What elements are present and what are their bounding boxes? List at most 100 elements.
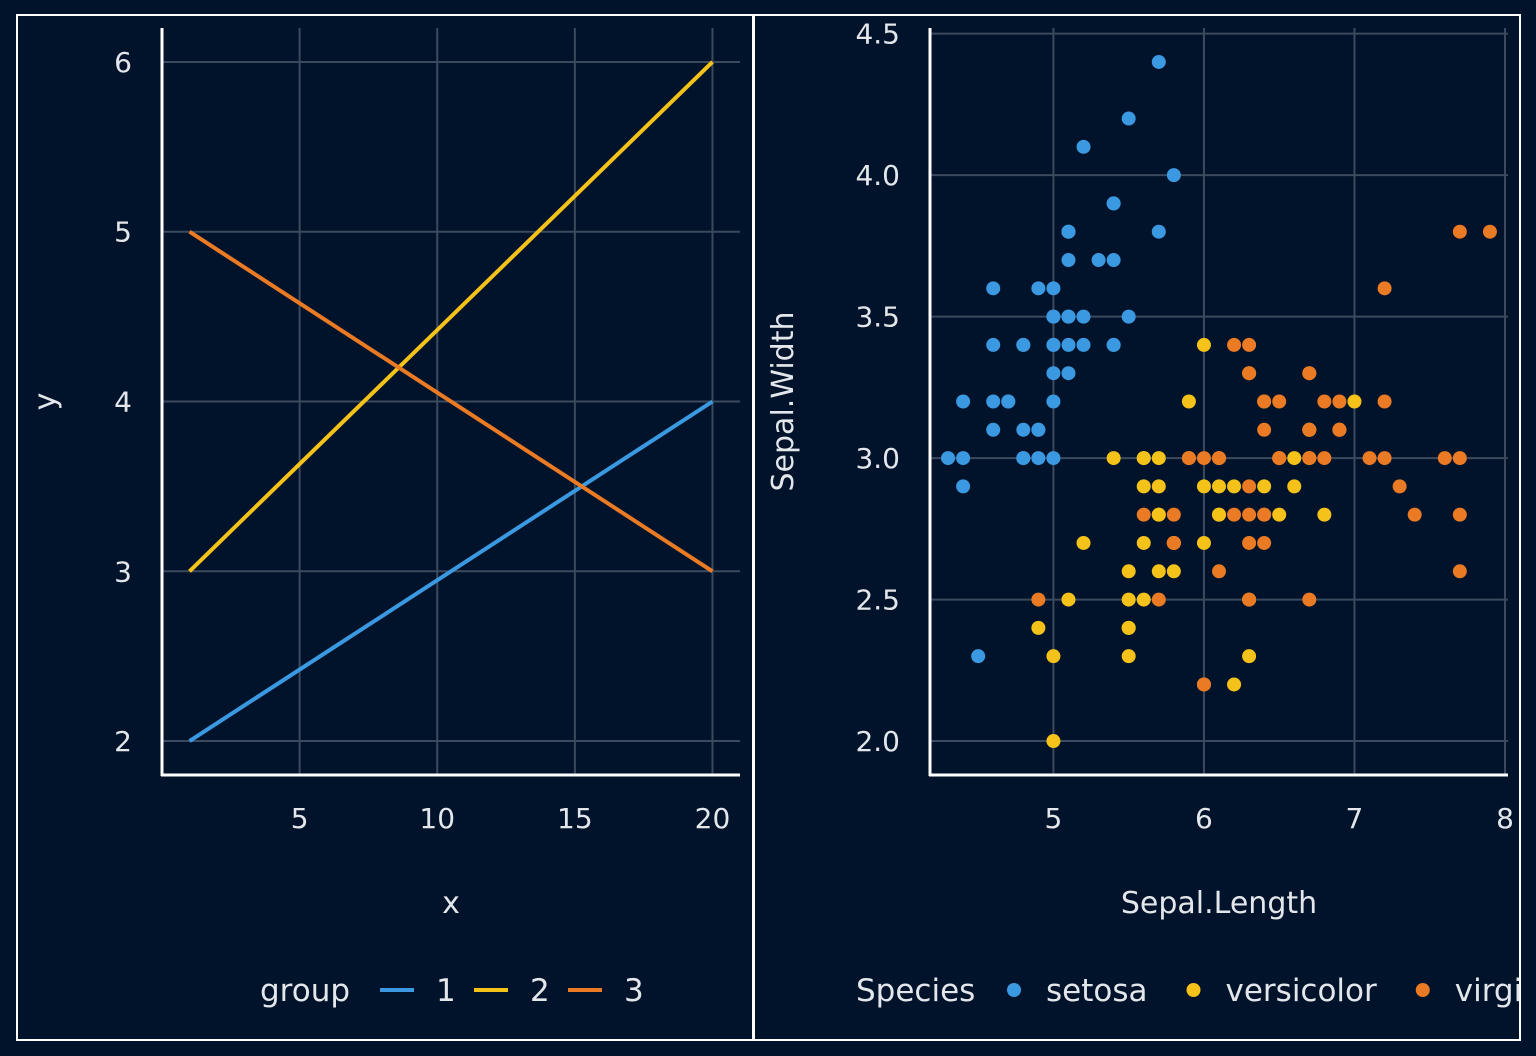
point-virginica <box>1257 422 1272 437</box>
point-versicolor <box>1151 507 1166 522</box>
point-virginica <box>1212 451 1226 466</box>
point-versicolor <box>1121 592 1136 607</box>
y-tick-label: 3.5 <box>855 301 900 334</box>
point-setosa <box>1151 54 1166 69</box>
legend-title: Species <box>856 973 975 1009</box>
point-virginica <box>1242 507 1257 522</box>
point-versicolor <box>1151 479 1166 494</box>
point-virginica <box>1377 394 1392 409</box>
point-versicolor <box>1166 564 1181 579</box>
point-virginica <box>1437 451 1452 466</box>
x-tick-label: 7 <box>1346 802 1364 835</box>
point-virginica <box>1302 592 1317 607</box>
point-versicolor <box>1287 451 1302 466</box>
x-tick-label: 6 <box>1195 802 1213 835</box>
point-virginica <box>1257 507 1272 522</box>
legend-key-virginica <box>1415 983 1430 997</box>
point-setosa <box>1046 366 1061 381</box>
point-virginica <box>1452 507 1467 522</box>
point-setosa <box>1091 253 1106 268</box>
point-setosa <box>1076 309 1091 324</box>
point-setosa <box>941 451 956 466</box>
point-setosa <box>1031 281 1046 296</box>
point-versicolor <box>1031 620 1046 635</box>
point-virginica <box>1452 451 1467 466</box>
legend-label: setosa <box>1046 973 1148 1009</box>
point-versicolor <box>1136 592 1151 607</box>
point-setosa <box>1061 224 1076 239</box>
series-line-2 <box>188 60 714 573</box>
x-tick-label: 8 <box>1496 802 1514 835</box>
point-versicolor <box>1196 479 1211 494</box>
point-virginica <box>1317 451 1332 466</box>
point-setosa <box>1106 196 1121 211</box>
legend-clip-mask <box>1521 950 1536 1030</box>
point-virginica <box>1031 592 1046 607</box>
point-setosa <box>1016 422 1031 437</box>
point-setosa <box>1151 224 1166 239</box>
y-tick-label: 4 <box>114 386 132 419</box>
point-versicolor <box>1212 507 1226 522</box>
point-versicolor <box>1287 479 1302 494</box>
point-versicolor <box>1121 564 1136 579</box>
point-versicolor <box>1061 592 1076 607</box>
point-setosa <box>956 451 971 466</box>
point-virginica <box>1242 592 1257 607</box>
x-tick-label: 15 <box>557 802 593 835</box>
point-setosa <box>956 394 971 409</box>
point-versicolor <box>1317 507 1332 522</box>
point-versicolor <box>1257 479 1272 494</box>
point-setosa <box>1031 451 1046 466</box>
point-setosa <box>1121 111 1136 126</box>
point-virginica <box>1302 366 1317 381</box>
point-setosa <box>1061 309 1076 324</box>
point-setosa <box>1076 139 1091 154</box>
point-setosa <box>1061 253 1076 268</box>
legend-label: 1 <box>436 973 456 1009</box>
point-versicolor <box>1046 734 1061 749</box>
series-line-3 <box>188 230 714 573</box>
x-tick-label: 10 <box>419 802 455 835</box>
point-virginica <box>1377 281 1392 296</box>
point-virginica <box>1257 535 1272 550</box>
point-versicolor <box>1151 564 1166 579</box>
point-versicolor <box>1227 479 1242 494</box>
y-tick-label: 4.0 <box>855 159 900 192</box>
x-axis-title: Sepal.Length <box>1121 886 1317 921</box>
point-virginica <box>1196 677 1211 692</box>
point-virginica <box>1302 451 1317 466</box>
point-versicolor <box>1076 535 1091 550</box>
point-setosa <box>1046 281 1061 296</box>
point-setosa <box>1001 394 1016 409</box>
point-versicolor <box>1196 535 1211 550</box>
y-tick-label: 2.0 <box>855 725 900 758</box>
point-virginica <box>1242 337 1257 352</box>
y-axis-title: y <box>28 393 63 411</box>
x-axis-title: x <box>442 886 460 921</box>
point-setosa <box>1046 309 1061 324</box>
y-tick-label: 4.5 <box>855 18 900 51</box>
point-setosa <box>1121 309 1136 324</box>
point-virginica <box>1212 564 1226 579</box>
point-virginica <box>1377 451 1392 466</box>
point-virginica <box>1151 592 1166 607</box>
point-virginica <box>1136 507 1151 522</box>
point-virginica <box>1302 422 1317 437</box>
point-versicolor <box>1347 394 1362 409</box>
point-setosa <box>1016 337 1031 352</box>
point-setosa <box>1046 337 1061 352</box>
legend-label: 3 <box>624 973 644 1009</box>
point-virginica <box>1272 394 1287 409</box>
point-setosa <box>986 337 1001 352</box>
legend-label: 2 <box>530 973 550 1009</box>
point-versicolor <box>1181 394 1196 409</box>
legend-label: versicolor <box>1226 973 1378 1009</box>
point-virginica <box>1317 394 1332 409</box>
point-setosa <box>1016 451 1031 466</box>
legend-key-versicolor <box>1186 983 1201 997</box>
point-virginica <box>1242 479 1257 494</box>
y-tick-label: 2.5 <box>855 584 900 617</box>
point-versicolor <box>1227 677 1242 692</box>
point-versicolor <box>1151 451 1166 466</box>
